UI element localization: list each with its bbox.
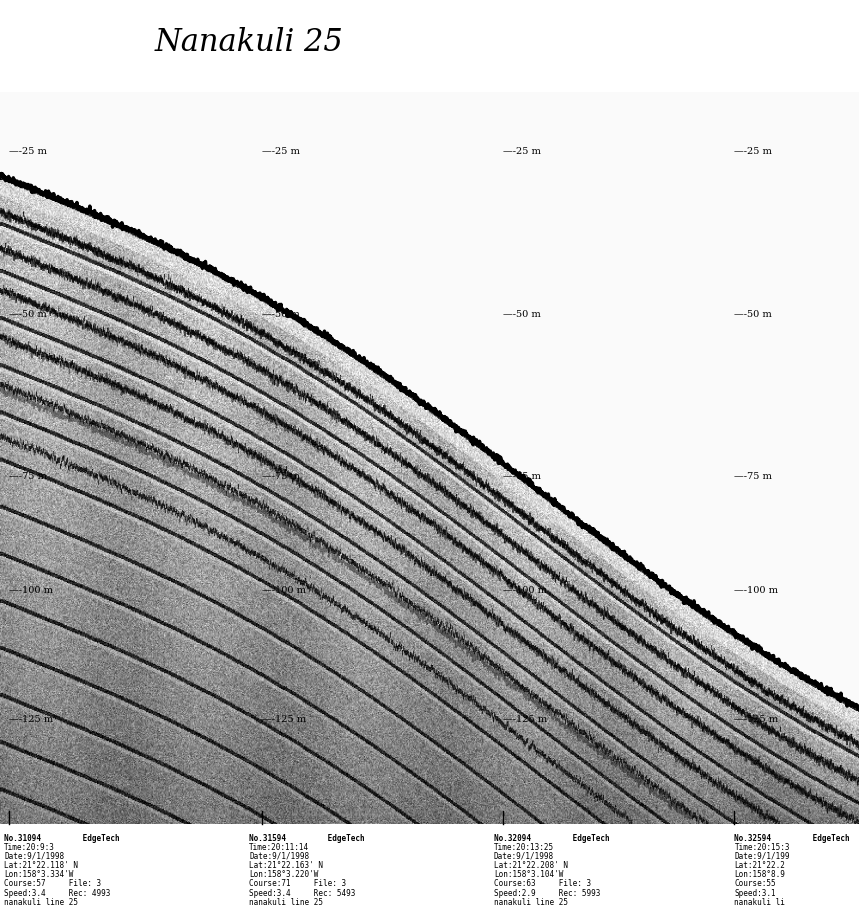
Text: Lat:21°22.118' N: Lat:21°22.118' N <box>4 861 78 870</box>
Text: Date:9/1/199: Date:9/1/199 <box>734 852 790 861</box>
Text: —-50 m: —-50 m <box>9 310 46 319</box>
Text: —-25 m: —-25 m <box>262 147 300 156</box>
Text: —-25 m: —-25 m <box>734 147 772 156</box>
Text: nanakuli li: nanakuli li <box>734 898 785 907</box>
Text: Date:9/1/1998: Date:9/1/1998 <box>494 852 554 861</box>
Text: Lon:158°3.334'W: Lon:158°3.334'W <box>4 870 74 879</box>
Text: Course:71     File: 3: Course:71 File: 3 <box>249 879 346 889</box>
Text: nanakuli line 25: nanakuli line 25 <box>249 898 323 907</box>
Text: —-75 m: —-75 m <box>262 472 300 481</box>
Text: Lat:21°22.2: Lat:21°22.2 <box>734 861 785 870</box>
Text: —-125 m: —-125 m <box>503 714 546 724</box>
Text: —-125 m: —-125 m <box>9 714 52 724</box>
Text: —-50 m: —-50 m <box>734 310 772 319</box>
Text: Lat:21°22.208' N: Lat:21°22.208' N <box>494 861 568 870</box>
Text: —-100 m: —-100 m <box>734 586 778 595</box>
Text: nanakuli line 25: nanakuli line 25 <box>494 898 568 907</box>
Text: Speed:3.4     Rec: 5493: Speed:3.4 Rec: 5493 <box>249 889 356 898</box>
Text: Nanakuli 25: Nanakuli 25 <box>155 27 344 59</box>
Text: Speed:3.4     Rec: 4993: Speed:3.4 Rec: 4993 <box>4 889 111 898</box>
Text: —-25 m: —-25 m <box>9 147 46 156</box>
Text: No.31594         EdgeTech: No.31594 EdgeTech <box>249 834 365 843</box>
Text: —-125 m: —-125 m <box>734 714 778 724</box>
Text: No.32594         EdgeTech: No.32594 EdgeTech <box>734 834 850 843</box>
Text: Speed:2.9     Rec: 5993: Speed:2.9 Rec: 5993 <box>494 889 600 898</box>
Text: —-100 m: —-100 m <box>503 586 546 595</box>
Text: Time:20:13:25: Time:20:13:25 <box>494 843 554 852</box>
Text: No.31094         EdgeTech: No.31094 EdgeTech <box>4 834 120 843</box>
Text: Lon:158°3.104'W: Lon:158°3.104'W <box>494 870 564 879</box>
Text: Course:55: Course:55 <box>734 879 776 889</box>
Text: —-75 m: —-75 m <box>734 472 772 481</box>
Text: —-75 m: —-75 m <box>503 472 540 481</box>
Text: —-100 m: —-100 m <box>9 586 52 595</box>
Text: —-50 m: —-50 m <box>262 310 300 319</box>
Text: —-25 m: —-25 m <box>503 147 540 156</box>
Text: Lat:21°22.163' N: Lat:21°22.163' N <box>249 861 323 870</box>
Text: —-125 m: —-125 m <box>262 714 306 724</box>
Text: Course:57     File: 3: Course:57 File: 3 <box>4 879 101 889</box>
Text: —-100 m: —-100 m <box>262 586 306 595</box>
Text: Date:9/1/1998: Date:9/1/1998 <box>4 852 64 861</box>
Text: Course:63     File: 3: Course:63 File: 3 <box>494 879 591 889</box>
Text: nanakuli line 25: nanakuli line 25 <box>4 898 78 907</box>
Text: Time:20:9:3: Time:20:9:3 <box>4 843 55 852</box>
Text: —-50 m: —-50 m <box>503 310 540 319</box>
Text: Time:20:15:3: Time:20:15:3 <box>734 843 790 852</box>
Text: Date:9/1/1998: Date:9/1/1998 <box>249 852 309 861</box>
Text: Speed:3.1: Speed:3.1 <box>734 889 776 898</box>
Text: —-75 m: —-75 m <box>9 472 46 481</box>
Text: Lon:158°3.220'W: Lon:158°3.220'W <box>249 870 319 879</box>
Text: No.32094         EdgeTech: No.32094 EdgeTech <box>494 834 610 843</box>
Text: Lon:158°8.9: Lon:158°8.9 <box>734 870 785 879</box>
Text: Time:20:11:14: Time:20:11:14 <box>249 843 309 852</box>
